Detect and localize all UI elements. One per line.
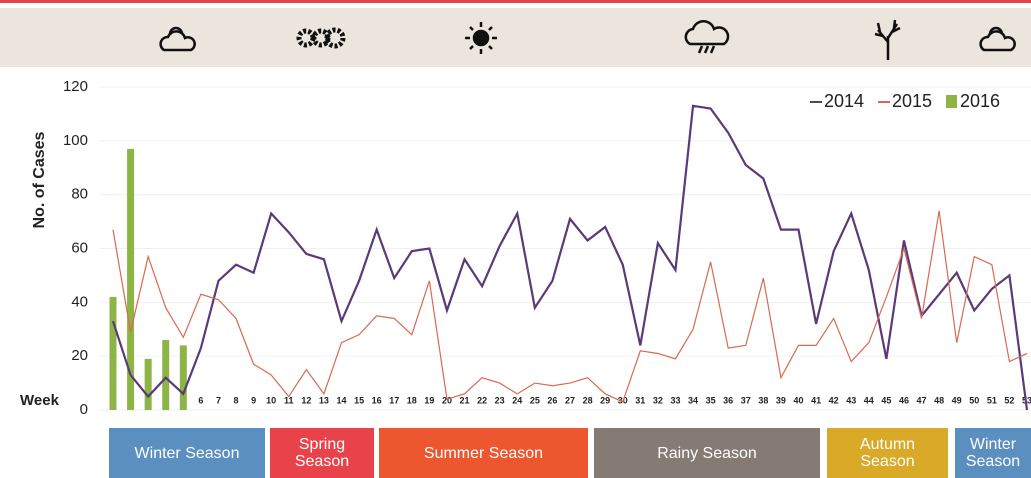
x-tick-label: 22: [477, 395, 487, 405]
x-tick-label: 49: [952, 395, 962, 405]
x-tick-label: 45: [881, 395, 891, 405]
x-tick-label: 44: [864, 395, 874, 405]
bar: [162, 340, 170, 410]
x-tick-label: 38: [758, 395, 768, 405]
x-tick-label: 48: [934, 395, 944, 405]
top-rule: [0, 0, 1031, 3]
x-tick-label: 50: [969, 395, 979, 405]
x-tick-label: 20: [442, 395, 452, 405]
x-tick-label: 6: [198, 395, 203, 405]
x-tick-label: 8: [234, 395, 239, 405]
line: [112, 210, 1028, 403]
legend-label: 2015: [892, 91, 932, 111]
bar: [179, 345, 187, 410]
legend-label: 2016: [960, 91, 1000, 111]
season-box: Rainy Season: [594, 428, 820, 478]
y-tick-label: 40: [71, 293, 88, 310]
x-tick-label: 46: [899, 395, 909, 405]
y-tick-label: 80: [71, 186, 88, 203]
bar: [144, 358, 152, 410]
x-tick-label: 42: [829, 395, 839, 405]
y-tick-label: 60: [71, 239, 88, 256]
x-tick-label: 25: [530, 395, 540, 405]
x-tick-label: 24: [512, 395, 522, 405]
x-tick-label: 19: [424, 395, 434, 405]
x-tick-label: 17: [389, 395, 399, 405]
y-tick-label: 100: [63, 132, 88, 149]
bar: [109, 296, 117, 410]
season-box: Winter Season: [955, 428, 1031, 478]
x-tick-label: 27: [565, 395, 575, 405]
x-tick-label: 32: [653, 395, 663, 405]
x-tick-label: 16: [372, 395, 382, 405]
x-tick-label: 41: [811, 395, 821, 405]
x-tick-label: 12: [301, 395, 311, 405]
season-box: Spring Season: [270, 428, 374, 478]
y-tick-label: 120: [63, 78, 88, 95]
y-tick-label: 0: [80, 401, 88, 418]
x-tick-label: 34: [688, 395, 698, 405]
x-tick-label: 47: [917, 395, 927, 405]
x-tick-label: 37: [741, 395, 751, 405]
x-tick-label: 13: [319, 395, 329, 405]
y-tick-label: 20: [71, 347, 88, 364]
y-axis-label: No. of Cases: [31, 131, 48, 228]
x-tick-label: 40: [793, 395, 803, 405]
x-tick-label: 35: [706, 395, 716, 405]
x-tick-label: 15: [354, 395, 364, 405]
legend-label: 2014: [824, 91, 864, 111]
x-tick-label: 51: [987, 395, 997, 405]
x-tick-label: 43: [846, 395, 856, 405]
x-tick-label: 28: [583, 395, 593, 405]
season-box: Winter Season: [109, 428, 265, 478]
legend-swatch: [946, 95, 957, 108]
x-tick-label: 31: [635, 395, 645, 405]
x-tick-label: 33: [670, 395, 680, 405]
x-tick-label: 39: [776, 395, 786, 405]
x-tick-label: 26: [547, 395, 557, 405]
bar: [127, 148, 135, 411]
x-tick-label: 21: [460, 395, 470, 405]
season-box: Autumn Season: [827, 428, 948, 478]
icon-band: [0, 8, 1031, 67]
x-tick-label: 18: [407, 395, 417, 405]
x-axis-label: Week: [20, 392, 60, 409]
x-tick-label: 10: [266, 395, 276, 405]
x-tick-label: 29: [600, 395, 610, 405]
x-tick-label: 11: [284, 395, 294, 405]
x-tick-label: 23: [495, 395, 505, 405]
line: [111, 104, 1029, 411]
weather-icons: [159, 19, 1016, 60]
x-tick-label: 36: [723, 395, 733, 405]
x-tick-label: 52: [1004, 395, 1014, 405]
x-tick-label: 9: [251, 395, 256, 405]
x-tick-label: 14: [336, 395, 346, 405]
season-box: Summer Season: [379, 428, 588, 478]
x-tick-label: 7: [216, 395, 221, 405]
